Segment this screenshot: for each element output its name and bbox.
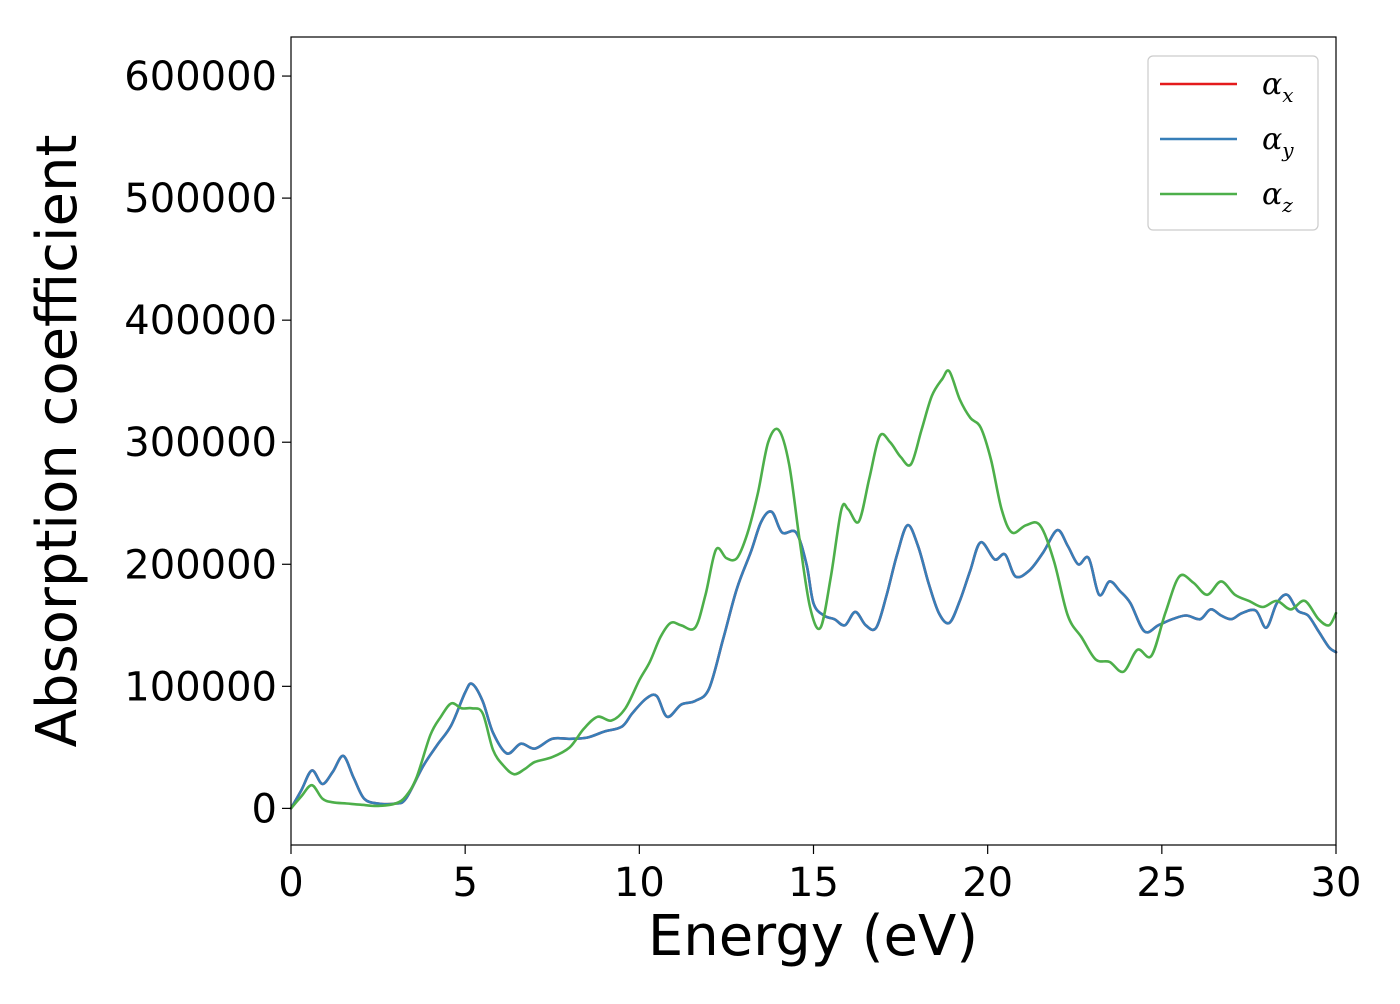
x-axis-ticks: 0 5 10 15 20 25 30 bbox=[278, 845, 1361, 906]
x-tick-label: 0 bbox=[278, 860, 303, 906]
legend-label-z: αz bbox=[1262, 177, 1293, 217]
y-tick-label: 300000 bbox=[124, 420, 277, 466]
x-tick-label: 30 bbox=[1311, 860, 1362, 906]
legend-subscript: x bbox=[1282, 83, 1293, 107]
x-tick-label: 10 bbox=[614, 860, 665, 906]
y-tick-label: 400000 bbox=[124, 298, 277, 344]
legend-subscript: z bbox=[1281, 193, 1293, 217]
y-tick-label: 200000 bbox=[124, 542, 277, 588]
legend-label-y: αy bbox=[1262, 122, 1294, 162]
series-line-z bbox=[289, 369, 1338, 810]
legend-box bbox=[1147, 55, 1319, 231]
x-axis-title: Energy (eV) bbox=[648, 904, 978, 969]
x-tick-label: 25 bbox=[1136, 860, 1187, 906]
x-tick-label: 15 bbox=[788, 860, 839, 906]
legend-subscript: y bbox=[1281, 138, 1294, 162]
legend-symbol: α bbox=[1262, 122, 1282, 157]
legend-symbol: α bbox=[1262, 67, 1282, 102]
legend-symbol: α bbox=[1262, 177, 1282, 212]
y-tick-label: 600000 bbox=[124, 54, 277, 100]
y-tick-label: 0 bbox=[252, 786, 277, 832]
y-tick-label: 100000 bbox=[124, 664, 277, 710]
series-line-y bbox=[289, 510, 1338, 810]
y-axis-title: Absorption coefficient bbox=[25, 135, 90, 748]
legend-label-x: αx bbox=[1262, 67, 1294, 107]
x-tick-label: 5 bbox=[452, 860, 477, 906]
y-tick-label: 500000 bbox=[124, 176, 277, 222]
x-tick-label: 20 bbox=[962, 860, 1013, 906]
series-layer bbox=[289, 369, 1338, 810]
y-axis-ticks: 0 100000 200000 300000 400000 500000 600000 bbox=[124, 54, 291, 832]
